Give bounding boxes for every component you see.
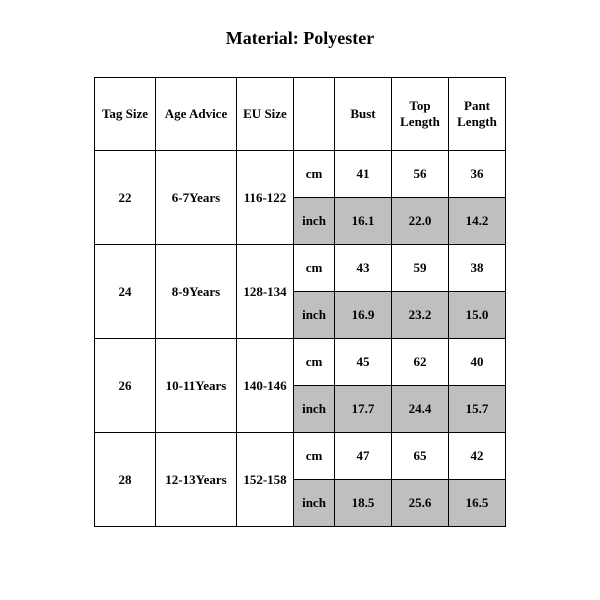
cell-age: 10-11Years (156, 339, 237, 433)
cell-pant: 15.7 (449, 386, 506, 433)
cell-bust: 16.9 (335, 292, 392, 339)
cell-pant: 38 (449, 245, 506, 292)
col-pant: Pant Length (449, 78, 506, 151)
cell-top: 24.4 (392, 386, 449, 433)
table-header: Tag Size Age Advice EU Size Bust Top Len… (95, 78, 506, 151)
size-table: Tag Size Age Advice EU Size Bust Top Len… (94, 77, 506, 527)
cell-age: 6-7Years (156, 151, 237, 245)
table-row: 24 8-9Years 128-134 cm 43 59 38 (95, 245, 506, 292)
cell-bust: 18.5 (335, 480, 392, 527)
cell-top: 62 (392, 339, 449, 386)
col-bust: Bust (335, 78, 392, 151)
table-row: 22 6-7Years 116-122 cm 41 56 36 (95, 151, 506, 198)
cell-bust: 47 (335, 433, 392, 480)
cell-eu: 128-134 (237, 245, 294, 339)
cell-tag: 28 (95, 433, 156, 527)
col-age: Age Advice (156, 78, 237, 151)
cell-unit-inch: inch (294, 386, 335, 433)
cell-eu: 140-146 (237, 339, 294, 433)
page-title: Material: Polyester (0, 28, 600, 49)
cell-top: 22.0 (392, 198, 449, 245)
cell-bust: 43 (335, 245, 392, 292)
cell-unit-cm: cm (294, 151, 335, 198)
cell-top: 59 (392, 245, 449, 292)
cell-top: 25.6 (392, 480, 449, 527)
cell-unit-inch: inch (294, 198, 335, 245)
page: Material: Polyester Tag Size Age Advice … (0, 0, 600, 600)
col-unit (294, 78, 335, 151)
cell-pant: 42 (449, 433, 506, 480)
cell-bust: 16.1 (335, 198, 392, 245)
cell-unit-cm: cm (294, 433, 335, 480)
table-body: 22 6-7Years 116-122 cm 41 56 36 inch 16.… (95, 151, 506, 527)
cell-tag: 24 (95, 245, 156, 339)
cell-pant: 40 (449, 339, 506, 386)
cell-pant: 16.5 (449, 480, 506, 527)
cell-tag: 26 (95, 339, 156, 433)
cell-bust: 17.7 (335, 386, 392, 433)
cell-bust: 41 (335, 151, 392, 198)
cell-unit-inch: inch (294, 292, 335, 339)
cell-tag: 22 (95, 151, 156, 245)
col-tag: Tag Size (95, 78, 156, 151)
table-row: 28 12-13Years 152-158 cm 47 65 42 (95, 433, 506, 480)
cell-top: 23.2 (392, 292, 449, 339)
table-header-row: Tag Size Age Advice EU Size Bust Top Len… (95, 78, 506, 151)
cell-unit-inch: inch (294, 480, 335, 527)
cell-top: 56 (392, 151, 449, 198)
cell-age: 12-13Years (156, 433, 237, 527)
cell-unit-cm: cm (294, 245, 335, 292)
cell-pant: 14.2 (449, 198, 506, 245)
col-top: Top Length (392, 78, 449, 151)
cell-bust: 45 (335, 339, 392, 386)
cell-pant: 36 (449, 151, 506, 198)
cell-age: 8-9Years (156, 245, 237, 339)
cell-eu: 116-122 (237, 151, 294, 245)
cell-top: 65 (392, 433, 449, 480)
table-row: 26 10-11Years 140-146 cm 45 62 40 (95, 339, 506, 386)
col-eu: EU Size (237, 78, 294, 151)
cell-eu: 152-158 (237, 433, 294, 527)
cell-pant: 15.0 (449, 292, 506, 339)
cell-unit-cm: cm (294, 339, 335, 386)
